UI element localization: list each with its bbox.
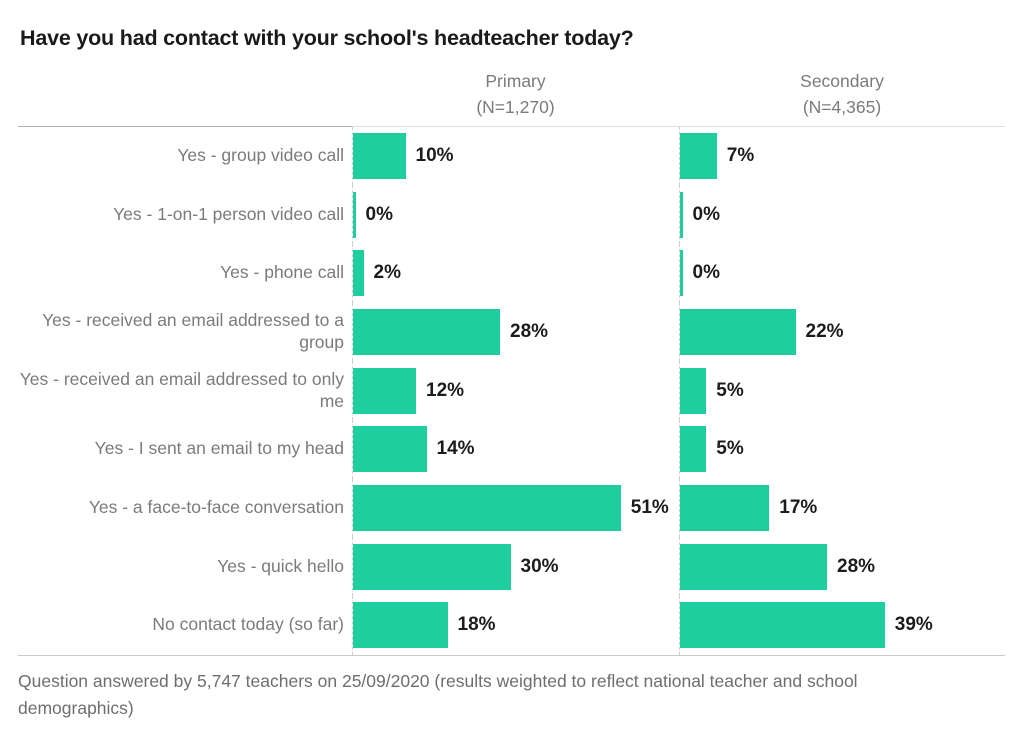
secondary-bar — [680, 367, 707, 414]
primary-bar-cell: 10% — [352, 126, 679, 186]
primary-bar-cell: 14% — [352, 420, 679, 479]
primary-bar — [353, 602, 448, 649]
secondary-value-label: 28% — [837, 555, 876, 577]
secondary-bar-cell: 39% — [679, 595, 1005, 655]
secondary-value-label: 5% — [716, 438, 744, 460]
primary-value-label: 10% — [415, 145, 454, 167]
category-label: Yes - received an email addressed to onl… — [19, 368, 344, 411]
category-label: Yes - I sent an email to my head — [94, 438, 344, 459]
primary-bar — [353, 543, 511, 590]
category-label: Yes - phone call — [220, 262, 344, 283]
primary-value-label: 51% — [630, 496, 669, 518]
primary-bar-cell: 0% — [352, 185, 679, 245]
secondary-label: Secondary — [800, 71, 884, 92]
secondary-bar-cell: 0% — [679, 244, 1005, 303]
category-label: Yes - a face-to-face conversation — [88, 497, 344, 518]
secondary-bar-cell: 17% — [679, 478, 1005, 538]
category-label: Yes - group video call — [177, 145, 344, 166]
primary-bar-cell: 51% — [352, 478, 679, 538]
secondary-bar-cell: 5% — [679, 361, 1005, 420]
secondary-bar — [680, 484, 770, 531]
primary-bar — [353, 191, 356, 238]
primary-value-label: 2% — [373, 262, 401, 284]
category-label: Yes - 1-on-1 person video call — [113, 203, 344, 224]
secondary-sample-size: (N=4,365) — [802, 97, 882, 118]
category-label: Yes - quick hello — [217, 555, 344, 576]
category-label: No contact today (so far) — [152, 614, 344, 635]
secondary-bar-cell: 7% — [679, 126, 1005, 186]
primary-bar-cell: 2% — [352, 244, 679, 303]
primary-sample-size: (N=1,270) — [476, 97, 555, 118]
column-header-primary: Primary (N=1,270) — [352, 51, 679, 127]
footnote: Question answered by 5,747 teachers on 2… — [18, 670, 858, 718]
secondary-bar — [680, 309, 796, 356]
secondary-value-label: 5% — [716, 379, 744, 401]
secondary-value-label: 7% — [726, 145, 755, 167]
secondary-bar-cell: 28% — [679, 537, 1005, 596]
secondary-bar-cell: 0% — [679, 185, 1005, 245]
primary-value-label: 28% — [510, 321, 549, 343]
primary-label: Primary — [485, 71, 546, 92]
primary-bar — [353, 133, 406, 180]
secondary-value-label: 17% — [779, 496, 818, 518]
primary-bar — [353, 484, 621, 531]
secondary-bar — [680, 602, 885, 649]
chart-title: Have you had contact with your school's … — [20, 26, 634, 50]
primary-bar-cell: 18% — [352, 595, 679, 655]
secondary-bar — [680, 250, 683, 297]
primary-bar — [353, 426, 427, 473]
primary-value-label: 0% — [365, 203, 393, 225]
primary-value-label: 30% — [520, 555, 559, 577]
column-header-secondary: Secondary (N=4,365) — [679, 51, 1005, 127]
primary-bar-cell: 30% — [352, 537, 679, 596]
primary-value-label: 18% — [457, 614, 496, 636]
primary-bar — [353, 367, 416, 414]
primary-bar — [353, 250, 364, 297]
secondary-value-label: 0% — [692, 262, 720, 284]
secondary-value-label: 39% — [894, 614, 933, 636]
secondary-bar — [680, 426, 707, 473]
secondary-value-label: 0% — [692, 203, 720, 225]
secondary-bar — [680, 191, 683, 238]
category-label: Yes - received an email addressed to a g… — [42, 310, 344, 353]
primary-bar — [353, 309, 500, 356]
secondary-bar — [680, 133, 717, 180]
primary-bar-cell: 28% — [352, 302, 679, 362]
secondary-bar-cell: 5% — [679, 420, 1005, 479]
secondary-value-label: 22% — [805, 321, 844, 343]
primary-value-label: 12% — [426, 379, 465, 401]
header-spacer — [18, 51, 352, 127]
chart-body: Yes - group video call 10% 7% Yes - 1-on… — [18, 126, 1005, 656]
secondary-bar — [680, 543, 827, 590]
primary-value-label: 14% — [436, 438, 475, 460]
column-headers: Primary (N=1,270) Secondary (N=4,365) — [18, 51, 1005, 127]
primary-bar-cell: 12% — [352, 361, 679, 420]
secondary-bar-cell: 22% — [679, 302, 1005, 362]
